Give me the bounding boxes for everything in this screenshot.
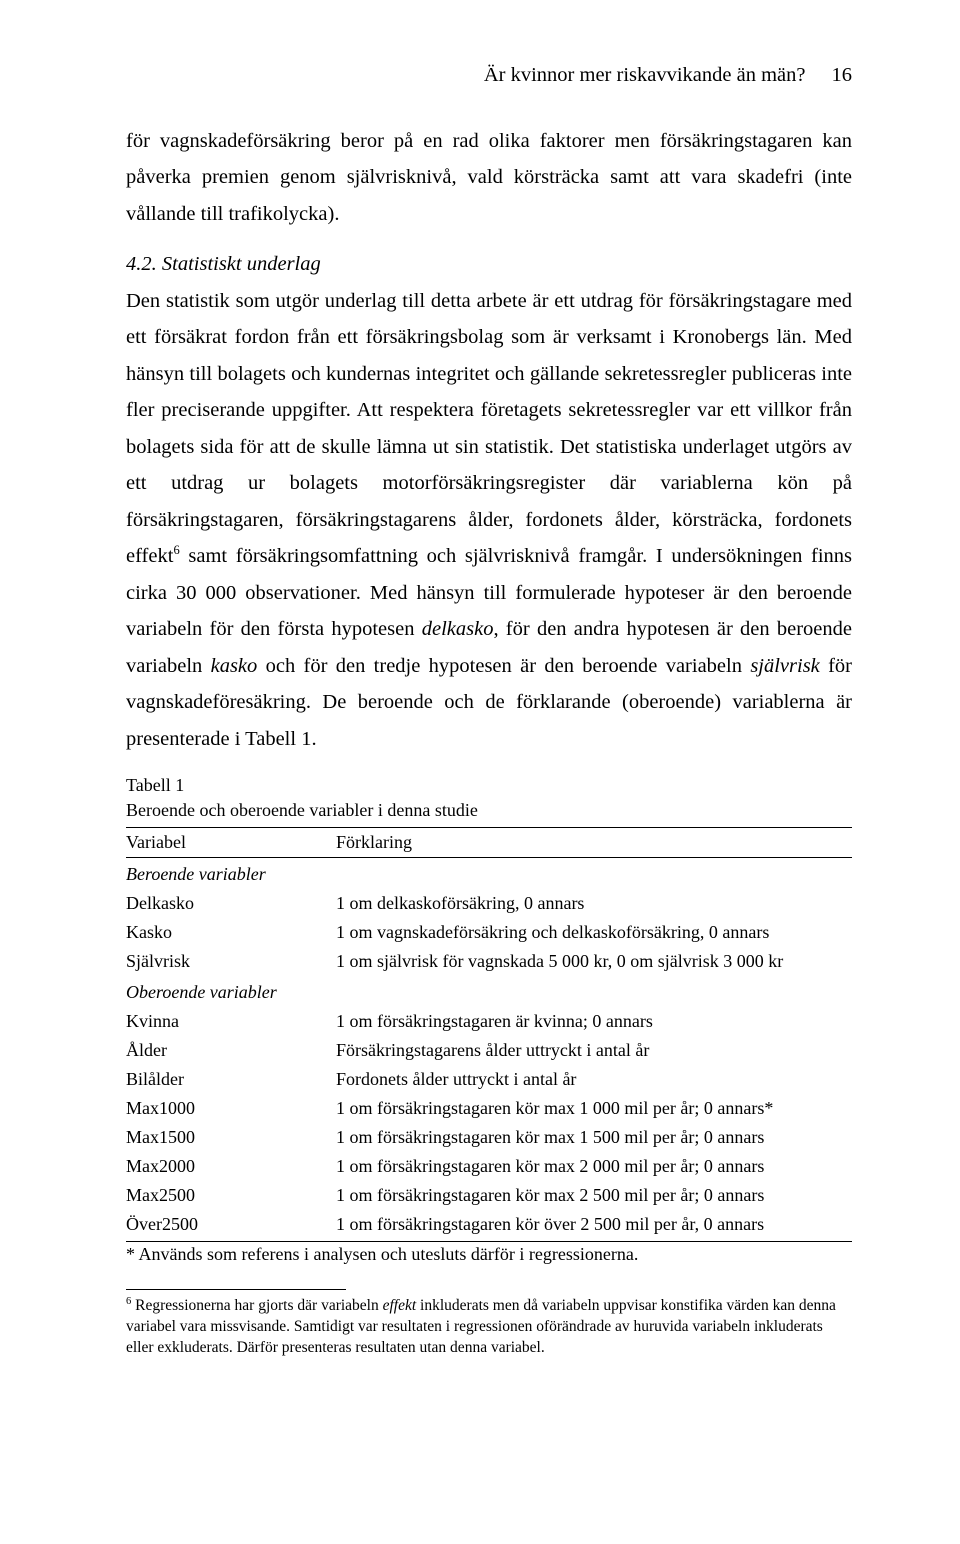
- var-name: Kvinna: [126, 1007, 336, 1036]
- footnote-6: 6 Regressionerna har gjorts där variabel…: [126, 1296, 852, 1359]
- col-header-explain: Förklaring: [336, 828, 852, 858]
- table-row: Kvinna 1 om försäkringstagaren är kvinna…: [126, 1007, 852, 1036]
- paragraph-main: Den statistik som utgör underlag till de…: [126, 283, 852, 757]
- var-desc: Försäkringstagarens ålder uttryckt i ant…: [336, 1036, 852, 1065]
- table-title: Tabell 1: [126, 775, 852, 796]
- var-desc: 1 om försäkringstagaren kör max 2 000 mi…: [336, 1152, 852, 1181]
- var-desc: 1 om vagnskadeförsäkring och delkaskoför…: [336, 918, 852, 947]
- body-text: för vagnskadeförsäkring beror på en rad …: [126, 123, 852, 757]
- var-name: Ålder: [126, 1036, 336, 1065]
- paragraph-intro: för vagnskadeförsäkring beror på en rad …: [126, 123, 852, 232]
- var-desc: Fordonets ålder uttryckt i antal år: [336, 1065, 852, 1094]
- table-footnote: * Används som referens i analysen och ut…: [126, 1244, 852, 1265]
- italic-sjalvrisk: självrisk: [750, 655, 819, 677]
- para2-part-d: och för den tredje hypotesen är den bero…: [257, 655, 750, 677]
- table-row: Delkasko 1 om delkaskoförsäkring, 0 anna…: [126, 889, 852, 918]
- running-head: Är kvinnor mer riskavvikande än män? 16: [126, 64, 852, 87]
- var-desc: 1 om försäkringstagaren kör över 2 500 m…: [336, 1210, 852, 1239]
- footnote-6-italic: effekt: [383, 1297, 417, 1314]
- table-subtitle: Beroende och oberoende variabler i denna…: [126, 800, 852, 821]
- table-row: Bilålder Fordonets ålder uttryckt i anta…: [126, 1065, 852, 1094]
- table-row: Självrisk 1 om självrisk för vagnskada 5…: [126, 947, 852, 976]
- group-header-dep: Beroende variabler: [126, 858, 852, 890]
- table-row: Max1500 1 om försäkringstagaren kör max …: [126, 1123, 852, 1152]
- var-name: Max2500: [126, 1181, 336, 1210]
- group-header-indep: Oberoende variabler: [126, 976, 852, 1007]
- group-label-dep: Beroende variabler: [126, 858, 852, 890]
- variables-table-block: Tabell 1 Beroende och oberoende variable…: [126, 775, 852, 1265]
- var-name: Kasko: [126, 918, 336, 947]
- running-title: Är kvinnor mer riskavvikande än män?: [484, 64, 806, 87]
- page: Är kvinnor mer riskavvikande än män? 16 …: [0, 0, 960, 1399]
- col-header-variable: Variabel: [126, 828, 336, 858]
- table-row: Kasko 1 om vagnskadeförsäkring och delka…: [126, 918, 852, 947]
- para2-part-a: Den statistik som utgör underlag till de…: [126, 290, 852, 567]
- footnote-6-part-a: Regressionerna har gjorts där variabeln: [131, 1297, 382, 1314]
- var-name: Bilålder: [126, 1065, 336, 1094]
- table-row: Max2500 1 om försäkringstagaren kör max …: [126, 1181, 852, 1210]
- table-header-row: Variabel Förklaring: [126, 828, 852, 858]
- italic-kasko: kasko: [211, 655, 258, 677]
- footnote-separator: [126, 1289, 346, 1290]
- table-bottom-rule: [126, 1241, 852, 1242]
- var-desc: 1 om försäkringstagaren är kvinna; 0 ann…: [336, 1007, 852, 1036]
- table-row: Max2000 1 om försäkringstagaren kör max …: [126, 1152, 852, 1181]
- var-name: Självrisk: [126, 947, 336, 976]
- var-name: Max2000: [126, 1152, 336, 1181]
- var-desc: 1 om försäkringstagaren kör max 1 000 mi…: [336, 1094, 852, 1123]
- var-name: Över2500: [126, 1210, 336, 1239]
- var-desc: 1 om försäkringstagaren kör max 1 500 mi…: [336, 1123, 852, 1152]
- section-heading: 4.2. Statistiskt underlag: [126, 246, 852, 282]
- var-desc: 1 om försäkringstagaren kör max 2 500 mi…: [336, 1181, 852, 1210]
- var-desc: 1 om delkaskoförsäkring, 0 annars: [336, 889, 852, 918]
- var-name: Max1000: [126, 1094, 336, 1123]
- page-number: 16: [832, 64, 853, 87]
- table-row: Max1000 1 om försäkringstagaren kör max …: [126, 1094, 852, 1123]
- italic-delkasko: delkasko: [422, 618, 494, 640]
- variables-table: Variabel Förklaring Beroende variabler D…: [126, 827, 852, 1239]
- var-name: Delkasko: [126, 889, 336, 918]
- table-row: Över2500 1 om försäkringstagaren kör öve…: [126, 1210, 852, 1239]
- var-name: Max1500: [126, 1123, 336, 1152]
- table-row: Ålder Försäkringstagarens ålder uttryckt…: [126, 1036, 852, 1065]
- var-desc: 1 om självrisk för vagnskada 5 000 kr, 0…: [336, 947, 852, 976]
- group-label-indep: Oberoende variabler: [126, 976, 852, 1007]
